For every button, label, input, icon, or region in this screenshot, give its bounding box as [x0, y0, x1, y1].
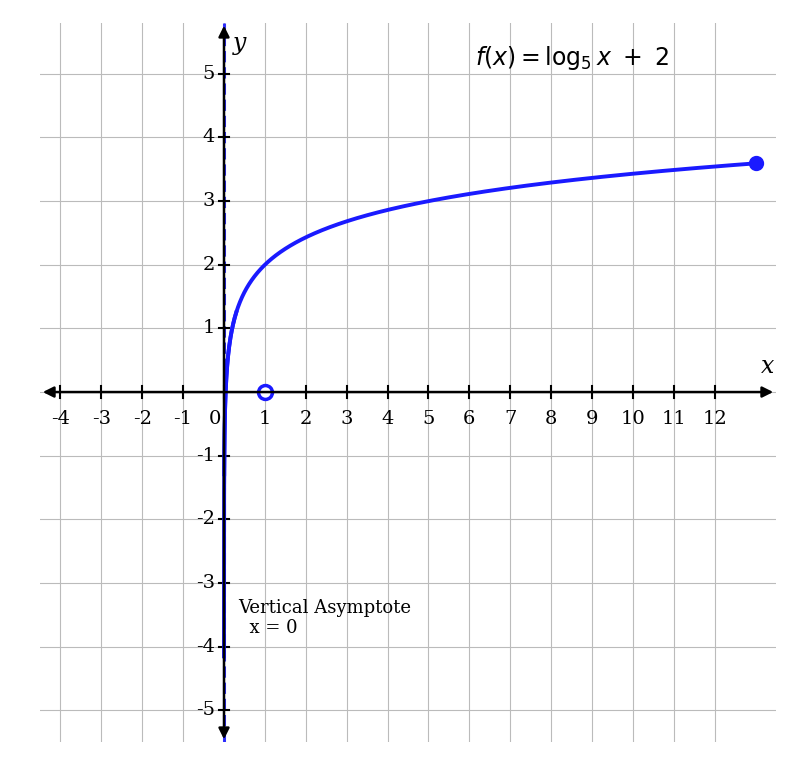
Text: 6: 6	[463, 410, 475, 428]
Text: -3: -3	[92, 410, 111, 428]
Text: 4: 4	[202, 129, 215, 146]
Text: -4: -4	[196, 637, 215, 656]
Text: -1: -1	[196, 447, 215, 464]
Text: $f(x) = \log_5 x\ +\ 2$: $f(x) = \log_5 x\ +\ 2$	[474, 44, 669, 72]
Text: 2: 2	[202, 256, 215, 274]
Text: 7: 7	[504, 410, 517, 428]
Text: 5: 5	[202, 65, 215, 83]
Text: 3: 3	[202, 192, 215, 210]
Text: -2: -2	[133, 410, 152, 428]
Text: 9: 9	[586, 410, 598, 428]
Text: 5: 5	[422, 410, 434, 428]
Text: y: y	[233, 32, 246, 56]
Text: 12: 12	[702, 410, 727, 428]
Text: 8: 8	[545, 410, 558, 428]
Text: 1: 1	[202, 320, 215, 337]
Text: -4: -4	[51, 410, 70, 428]
Text: -5: -5	[196, 702, 215, 719]
Text: x: x	[761, 355, 774, 378]
Text: -3: -3	[196, 574, 215, 592]
Text: -1: -1	[174, 410, 193, 428]
Text: 0: 0	[208, 410, 221, 428]
Text: 1: 1	[258, 410, 271, 428]
Text: Vertical Asymptote
  x = 0: Vertical Asymptote x = 0	[238, 598, 411, 637]
Text: 10: 10	[621, 410, 646, 428]
Text: 4: 4	[382, 410, 394, 428]
Text: -2: -2	[196, 510, 215, 529]
Text: 2: 2	[299, 410, 312, 428]
Text: 11: 11	[662, 410, 686, 428]
Text: 3: 3	[341, 410, 353, 428]
